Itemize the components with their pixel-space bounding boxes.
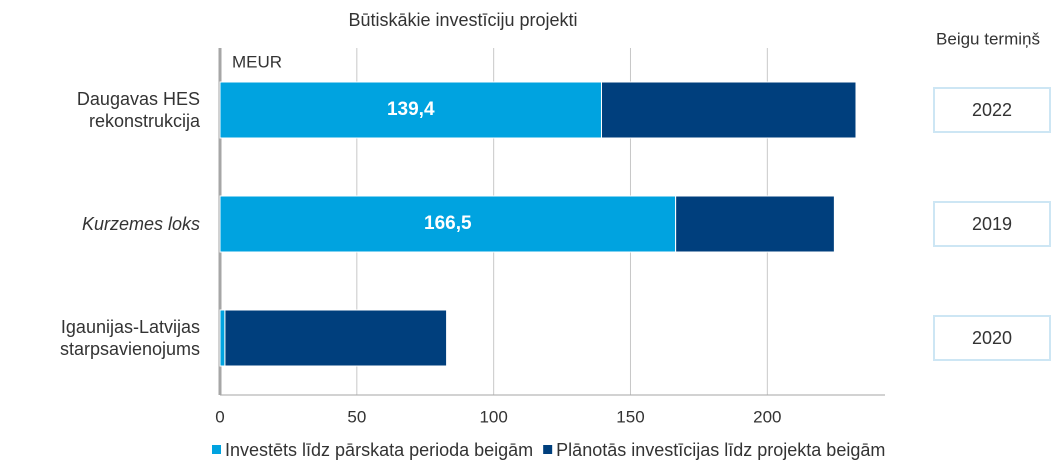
- x-tick-label: 200: [753, 407, 781, 426]
- side-box: 2022: [933, 87, 1051, 133]
- unit-label: MEUR: [232, 52, 282, 71]
- category-label: Igaunijas-Latvijas starpsavienojums: [59, 317, 200, 359]
- x-tick-label: 100: [479, 407, 507, 426]
- bar-segment: [675, 195, 835, 253]
- side-title: Beigu termiņš: [936, 29, 1040, 48]
- legend-label: Investēts līdz pārskata perioda beigām: [225, 440, 533, 460]
- legend-swatch: [212, 445, 221, 454]
- category-label: Kurzemes loks: [81, 214, 200, 234]
- legend-swatch: [543, 445, 553, 454]
- category-label: Daugavas HES rekonstrukcija: [76, 89, 200, 131]
- side-box: 2020: [933, 315, 1051, 361]
- value-label: 139,4: [387, 99, 435, 120]
- x-tick-label: 0: [215, 407, 224, 426]
- bar-segment: [219, 309, 226, 367]
- legend-label: Plānotās investīcijas līdz projekta beig…: [556, 440, 885, 460]
- value-label: 166,5: [424, 213, 472, 234]
- chart-title: Būtiskākie investīciju projekti: [348, 10, 577, 30]
- x-tick-label: 50: [347, 407, 366, 426]
- bar-segment: [600, 81, 857, 139]
- side-box: 2019: [933, 201, 1051, 247]
- bar-segment: [224, 309, 448, 367]
- bar-segment: [219, 195, 677, 253]
- bar-segment: [219, 81, 602, 139]
- x-tick-label: 150: [616, 407, 644, 426]
